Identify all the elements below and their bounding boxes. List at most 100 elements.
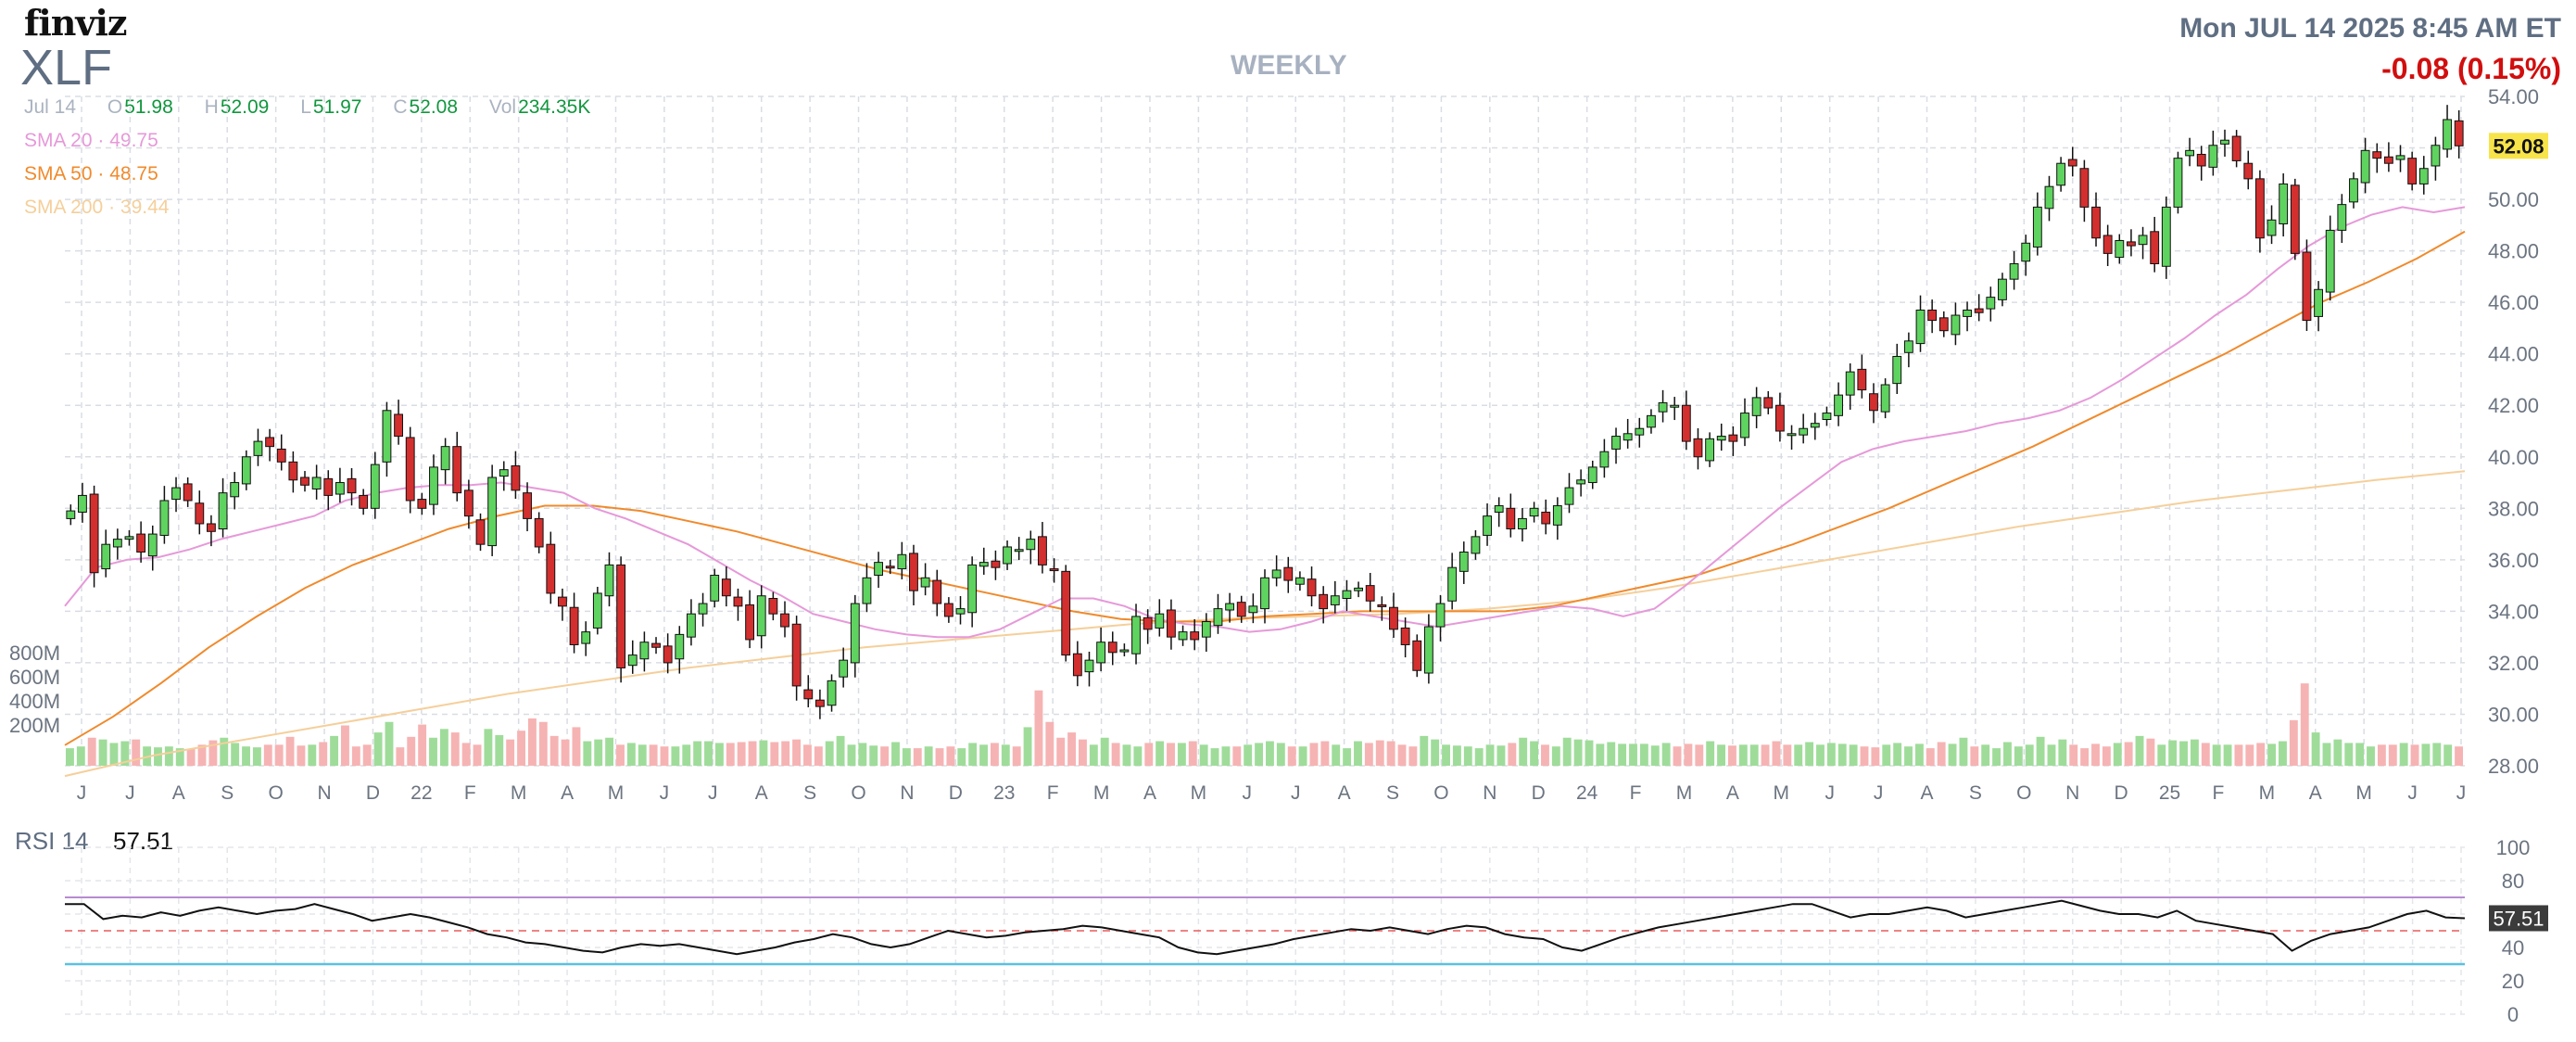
month-label: J — [1291, 782, 1301, 804]
candle-body — [546, 543, 556, 594]
candle-body — [1787, 433, 1797, 437]
volume-bar — [1837, 743, 1847, 766]
candle-body — [1038, 536, 1047, 565]
price-tick-label: 48.00 — [2488, 240, 2539, 263]
candle-body — [814, 699, 825, 707]
candle-body — [335, 482, 345, 495]
candle-body — [1365, 585, 1375, 602]
candle-body — [452, 446, 462, 494]
volume-bar — [1772, 741, 1781, 766]
volume-bar — [1199, 744, 1208, 766]
volume-bar — [132, 739, 141, 766]
volume-bar — [2355, 743, 2365, 766]
month-label: A — [172, 782, 185, 804]
month-label: J — [2456, 782, 2467, 804]
volume-bar — [484, 729, 493, 766]
candle-body — [721, 578, 731, 597]
volume-bar — [1882, 744, 1891, 766]
volume-bar — [2102, 746, 2111, 766]
candle-body — [1927, 309, 1938, 322]
candle-body — [2314, 288, 2323, 317]
volume-bar — [1573, 739, 1583, 766]
volume-bar — [2069, 744, 2078, 766]
volume-bar — [2421, 743, 2431, 766]
candle-body — [1774, 404, 1785, 432]
candle-body — [1564, 487, 1574, 505]
month-label: D — [2115, 782, 2128, 804]
month-label: A — [2309, 782, 2322, 804]
candle-body — [2443, 119, 2452, 150]
month-label: J — [1874, 782, 1884, 804]
volume-bar — [737, 742, 746, 766]
volume-bar — [2190, 739, 2199, 766]
candle-body — [1599, 451, 1610, 468]
volume-tick-label: 400M — [9, 690, 60, 713]
volume-bar — [285, 736, 295, 766]
volume-bar — [1749, 744, 1759, 766]
candle-body — [1751, 397, 1762, 416]
sma200-value: 39.44 — [120, 197, 170, 218]
volume-bar — [1926, 748, 1935, 766]
month-label: A — [1338, 782, 1351, 804]
candle-body — [827, 680, 837, 706]
volume-bar — [671, 746, 680, 766]
volume-bar — [1397, 744, 1407, 766]
volume-bar — [1332, 744, 1341, 766]
candle-body — [1483, 515, 1492, 536]
candle-body — [991, 560, 1001, 568]
candle-body — [698, 603, 708, 615]
volume-bar — [561, 739, 570, 766]
price-tick-label: 38.00 — [2488, 497, 2539, 520]
candle-body — [523, 492, 532, 519]
candle-body — [803, 689, 814, 700]
volume-bar — [1364, 743, 1373, 766]
candle-body — [1915, 309, 1926, 345]
close-label: C — [393, 96, 408, 118]
candle-body — [440, 446, 450, 471]
candle-body — [1892, 355, 1902, 385]
finviz-logo[interactable]: finviz — [24, 2, 128, 44]
month-label: A — [561, 782, 574, 804]
volume-bar — [2234, 744, 2243, 766]
volume-bar — [1089, 744, 1098, 766]
candle-body — [558, 596, 567, 607]
volume-bar — [66, 748, 74, 766]
candle-body — [581, 631, 591, 644]
volume-bar — [1706, 741, 1715, 766]
volume-bar — [274, 744, 284, 766]
volume-label: Vol — [488, 96, 517, 118]
volume-bar — [1794, 744, 1803, 766]
candle-body — [1319, 593, 1329, 610]
month-label: N — [1483, 782, 1496, 804]
volume-bar — [1343, 748, 1352, 766]
volume-bar — [1408, 746, 1418, 766]
volume-bar — [1629, 743, 1637, 766]
volume-bar — [1177, 743, 1186, 766]
last-price-label: 52.08 — [2493, 134, 2544, 158]
candle-body — [2360, 149, 2370, 184]
candle-body — [1294, 577, 1305, 585]
candle-body — [171, 487, 181, 501]
candle-body — [756, 595, 766, 637]
candle-body — [534, 517, 544, 548]
timestamp: Mon JUL 14 2025 8:45 AM ET — [2179, 13, 2561, 44]
candle-body — [1799, 427, 1809, 436]
volume-bar — [2014, 746, 2023, 766]
candle-body — [639, 642, 650, 660]
volume-bar — [1761, 744, 1770, 766]
volume-bar — [538, 721, 548, 766]
candle-body — [136, 533, 146, 553]
candle-body — [463, 489, 474, 517]
volume-bar — [495, 734, 504, 766]
candle-body — [2243, 162, 2254, 180]
volume-bar — [2091, 743, 2100, 766]
candle-body — [2337, 204, 2347, 231]
volume-bar — [1727, 745, 1736, 766]
volume-bar — [2267, 743, 2277, 766]
volume-bar — [87, 737, 96, 766]
candle-body — [1998, 278, 2007, 300]
candle-body — [1236, 602, 1246, 617]
candle-body — [2196, 153, 2206, 167]
volume-bar — [527, 718, 537, 766]
